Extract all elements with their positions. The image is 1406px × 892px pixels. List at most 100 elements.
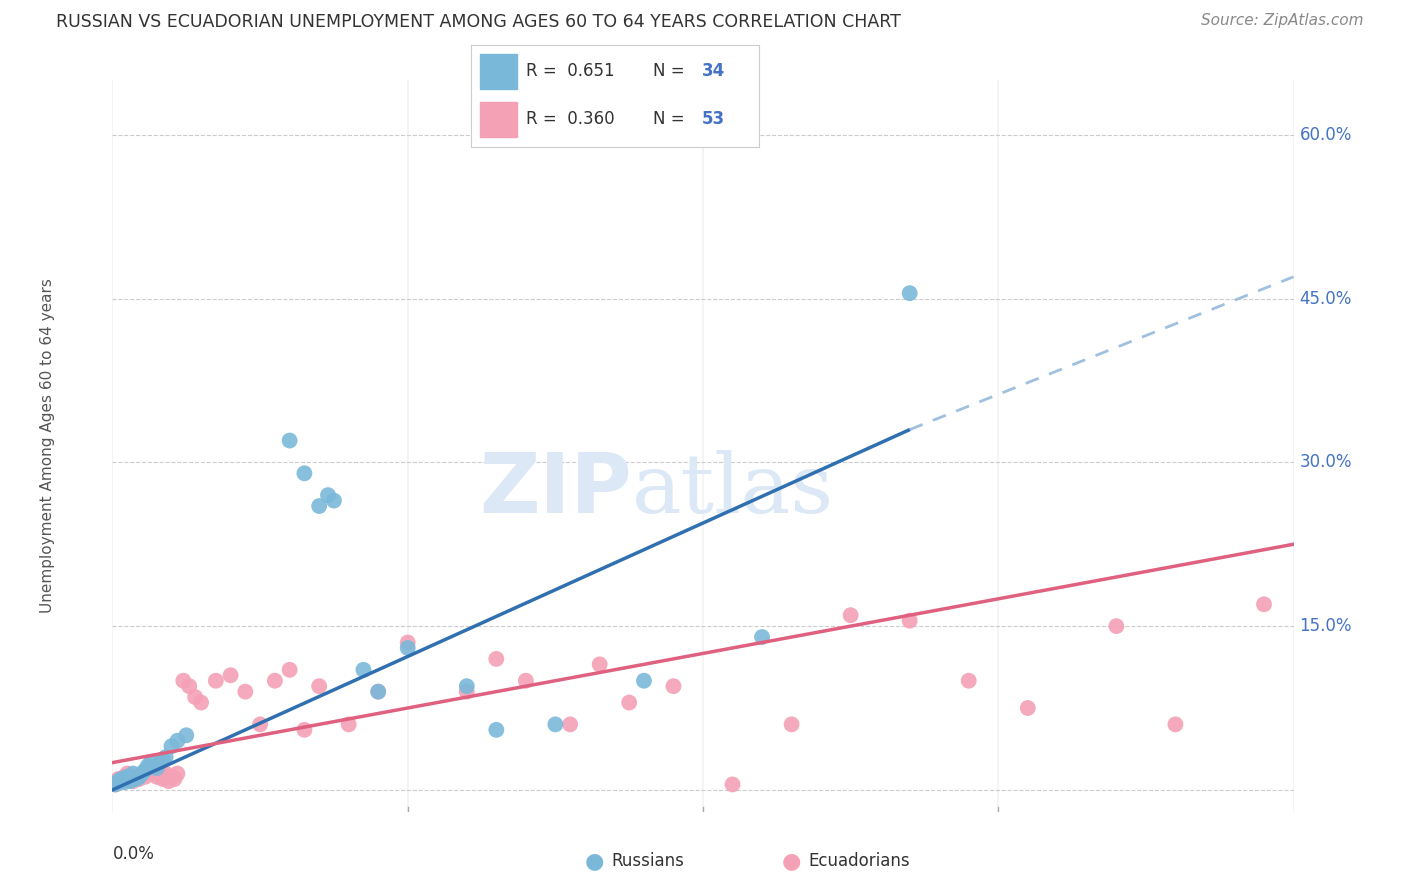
Point: [134, 770, 156, 784]
Point: [633, 673, 655, 688]
Point: [898, 614, 921, 628]
Point: [139, 756, 162, 770]
Point: [184, 690, 207, 704]
Text: ZIP: ZIP: [479, 450, 633, 531]
Point: [174, 728, 197, 742]
Point: [544, 717, 567, 731]
Point: [485, 723, 508, 737]
Text: 60.0%: 60.0%: [1299, 126, 1351, 144]
Point: [104, 777, 127, 791]
Point: [839, 608, 862, 623]
Point: [898, 286, 921, 301]
Text: 0.0%: 0.0%: [112, 845, 155, 863]
Point: [292, 723, 315, 737]
Point: [367, 684, 389, 698]
Point: [160, 770, 183, 784]
Point: [112, 775, 135, 789]
Point: [1017, 701, 1039, 715]
Point: [957, 673, 980, 688]
Point: [396, 640, 419, 655]
Text: Source: ZipAtlas.com: Source: ZipAtlas.com: [1201, 13, 1364, 29]
Point: [367, 684, 389, 698]
Point: [149, 763, 172, 777]
Point: [107, 772, 129, 786]
Point: [219, 668, 242, 682]
Point: [146, 770, 169, 784]
Point: [128, 770, 150, 784]
Point: [160, 739, 183, 754]
Point: [152, 752, 174, 766]
Point: [117, 766, 138, 780]
Point: [139, 766, 162, 780]
Point: [619, 696, 641, 710]
Point: [316, 488, 339, 502]
Point: [456, 679, 478, 693]
Point: [166, 766, 188, 780]
Point: [125, 770, 148, 784]
Text: N =: N =: [652, 111, 689, 128]
Point: [104, 777, 127, 791]
Point: [172, 673, 194, 688]
Point: [751, 630, 773, 644]
Point: [1164, 717, 1187, 731]
Point: [721, 777, 744, 791]
Point: [292, 467, 315, 481]
Point: [205, 673, 228, 688]
Point: [278, 663, 301, 677]
Point: [125, 772, 148, 786]
Text: 30.0%: 30.0%: [1299, 453, 1353, 471]
Point: [249, 717, 271, 731]
Text: Russians: Russians: [612, 852, 685, 870]
Text: 15.0%: 15.0%: [1299, 617, 1353, 635]
Text: 34: 34: [702, 62, 725, 80]
Point: [337, 717, 360, 731]
Bar: [479, 54, 517, 88]
Point: [190, 696, 212, 710]
Point: [485, 652, 508, 666]
Point: [588, 657, 610, 672]
Text: atlas: atlas: [633, 450, 834, 530]
Point: [107, 774, 129, 789]
Point: [456, 684, 478, 698]
Point: [308, 679, 330, 693]
Point: [278, 434, 301, 448]
Point: [233, 684, 256, 698]
Text: Unemployment Among Ages 60 to 64 years: Unemployment Among Ages 60 to 64 years: [39, 278, 55, 614]
Point: [149, 756, 172, 770]
Text: ●: ●: [782, 851, 801, 871]
Point: [264, 673, 287, 688]
Point: [152, 772, 174, 786]
Point: [163, 772, 186, 786]
Point: [352, 663, 374, 677]
Point: [1253, 597, 1275, 611]
Text: R =  0.360: R = 0.360: [526, 111, 614, 128]
Point: [155, 750, 177, 764]
Point: [396, 635, 419, 649]
Point: [110, 774, 132, 789]
Text: 53: 53: [702, 111, 724, 128]
Point: [662, 679, 685, 693]
Point: [134, 763, 156, 777]
Point: [155, 766, 177, 780]
Point: [157, 774, 180, 789]
Point: [558, 717, 582, 731]
Point: [117, 770, 138, 784]
Text: RUSSIAN VS ECUADORIAN UNEMPLOYMENT AMONG AGES 60 TO 64 YEARS CORRELATION CHART: RUSSIAN VS ECUADORIAN UNEMPLOYMENT AMONG…: [56, 13, 901, 31]
Bar: [479, 102, 517, 137]
Point: [110, 772, 132, 786]
Point: [122, 774, 145, 789]
Point: [131, 766, 153, 780]
Point: [128, 772, 150, 786]
Point: [308, 499, 330, 513]
Point: [780, 717, 803, 731]
Text: Ecuadorians: Ecuadorians: [808, 852, 910, 870]
Point: [179, 679, 201, 693]
Text: 45.0%: 45.0%: [1299, 290, 1351, 308]
Text: N =: N =: [652, 62, 689, 80]
Point: [146, 761, 169, 775]
Point: [131, 766, 153, 780]
Point: [122, 766, 145, 780]
Point: [136, 763, 159, 777]
Point: [1105, 619, 1128, 633]
Point: [112, 770, 135, 784]
